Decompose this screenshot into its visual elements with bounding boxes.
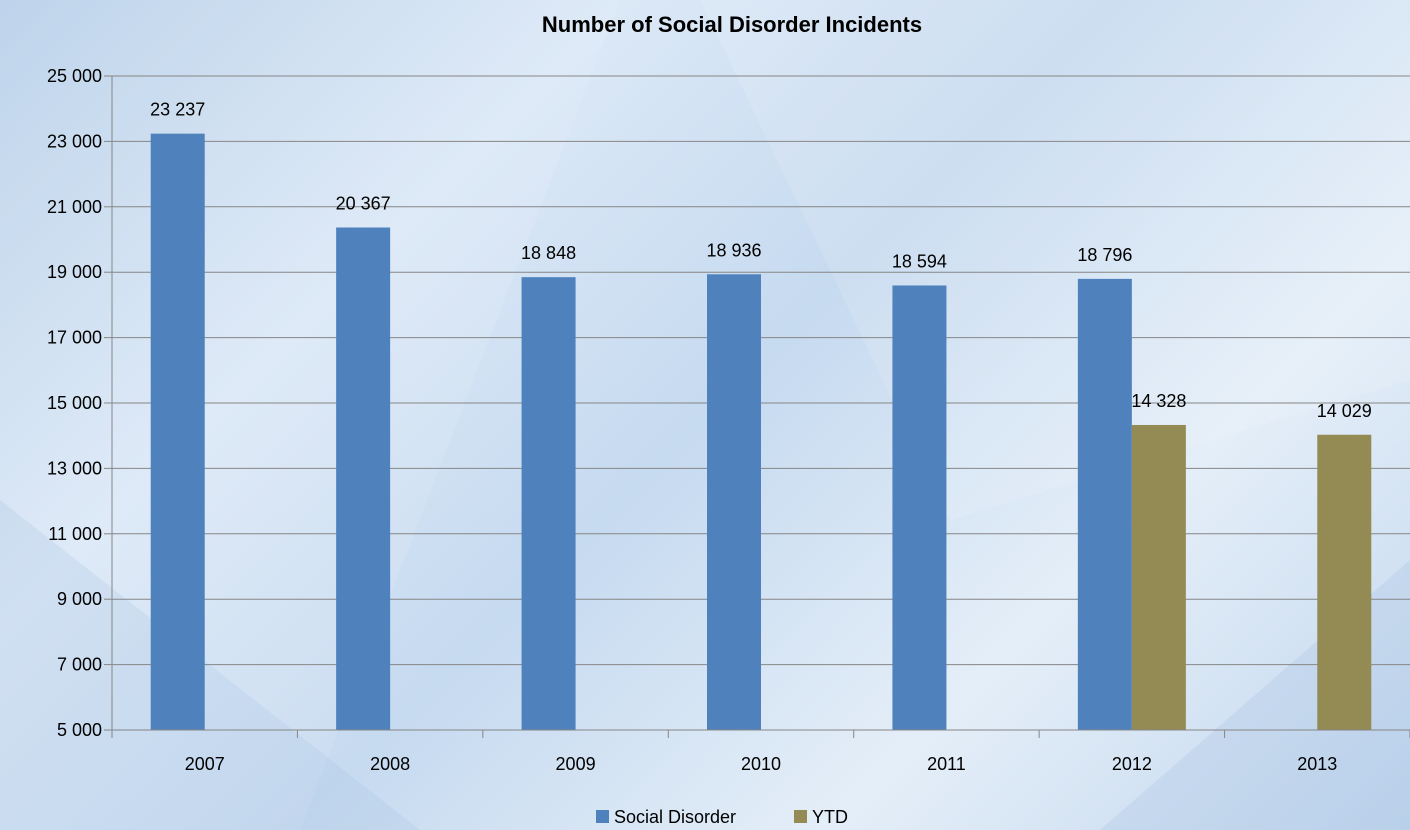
bars [150, 133, 1372, 731]
y-tick-label: 5 000 [57, 720, 102, 740]
data-labels: 23 237 20 367 18 848 18 936 18 594 18 796 14 3… [150, 100, 1372, 421]
x-tick-label: 2010 [741, 754, 781, 774]
x-tick-label: 2012 [1112, 754, 1152, 774]
data-label: 14 328 [1131, 391, 1186, 411]
x-tick-label: 2009 [556, 754, 596, 774]
axes [111, 76, 1410, 731]
legend-swatch-ytd [794, 810, 807, 823]
legend-swatch-social-disorder [596, 810, 609, 823]
bar-ytd-2012 [1131, 424, 1186, 730]
data-label: 18 594 [892, 251, 947, 271]
y-tick-label: 21 000 [47, 197, 102, 217]
data-label: 20 367 [336, 193, 391, 213]
data-label: 18 848 [521, 243, 576, 263]
bar-social-disorder-2007 [150, 133, 205, 731]
legend: Social Disorder YTD [596, 807, 848, 827]
bar-social-disorder-2012 [1077, 278, 1132, 730]
legend-label-ytd: YTD [812, 807, 848, 827]
x-tick-label: 2008 [370, 754, 410, 774]
bar-social-disorder-2011 [892, 285, 947, 730]
y-tick-label: 9 000 [57, 589, 102, 609]
chart-title: Number of Social Disorder Incidents [542, 12, 922, 37]
data-label: 18 796 [1077, 245, 1132, 265]
y-axis-tick-labels: 5 000 7 000 9 000 11 000 13 000 15 000 17 000 1… [47, 66, 102, 740]
y-tick-label: 25 000 [47, 66, 102, 86]
y-tick-label: 13 000 [47, 458, 102, 478]
bar-ytd-2013 [1317, 434, 1372, 730]
x-tick-label: 2013 [1297, 754, 1337, 774]
data-label: 18 936 [706, 240, 761, 260]
bar-social-disorder-2008 [336, 227, 391, 731]
y-tick-label: 11 000 [48, 524, 102, 544]
x-tick-label: 2011 [927, 754, 966, 774]
x-tick-label: 2007 [185, 754, 225, 774]
data-label: 23 237 [150, 100, 205, 120]
x-axis-tick-labels: 2007 2008 2009 2010 2011 2012 2013 [111, 730, 1410, 774]
y-tick-label: 17 000 [47, 328, 102, 348]
legend-label-social-disorder: Social Disorder [614, 807, 736, 827]
y-tick-label: 19 000 [47, 262, 102, 282]
y-tick-label: 15 000 [47, 393, 102, 413]
y-tick-label: 7 000 [57, 655, 102, 675]
y-tick-label: 23 000 [47, 131, 102, 151]
data-label: 14 029 [1317, 401, 1372, 421]
bar-social-disorder-2010 [707, 274, 761, 730]
bar-social-disorder-2009 [521, 277, 576, 730]
